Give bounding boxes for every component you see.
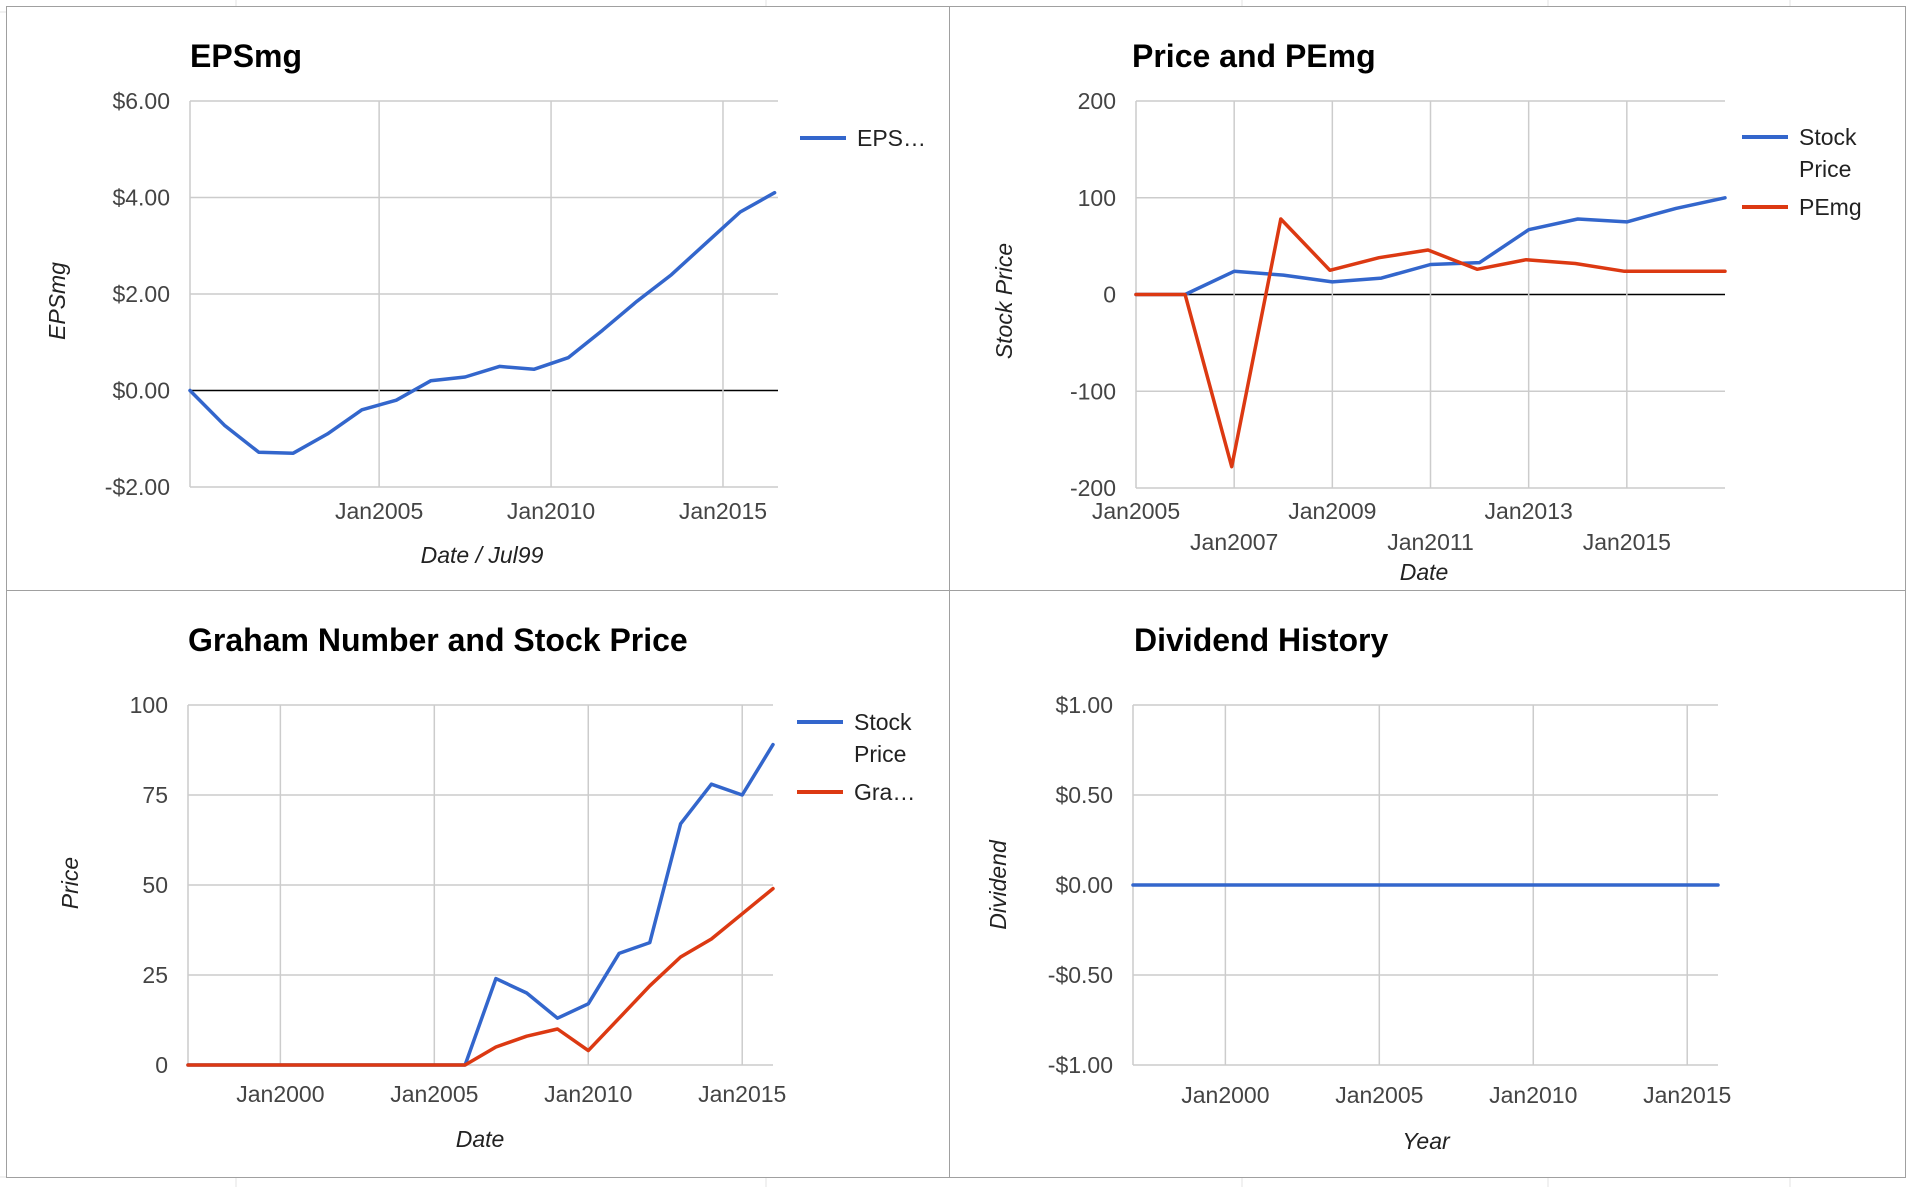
x-axis-title: Date [1400,559,1449,585]
y-tick-label: $2.00 [112,281,170,307]
x-tick-label: Jan2010 [507,498,595,524]
chart-title: Graham Number and Stock Price [188,622,688,658]
series-line-pemg [1134,217,1727,469]
y-tick-label: -$1.00 [1048,1052,1113,1078]
x-axis-title: Date / Jul99 [421,542,544,568]
y-tick-label: -$2.00 [105,474,170,500]
legend-label: EPS… [857,125,926,151]
x-tick-label: Jan2010 [1489,1082,1577,1108]
legend-label: Stock [1799,124,1857,150]
y-tick-label: 0 [155,1052,168,1078]
y-tick-label: -100 [1070,378,1116,404]
chart-title: EPSmg [190,38,302,74]
y-tick-label: $1.00 [1055,692,1113,718]
x-tick-label: Jan2015 [679,498,767,524]
series-line-stock-price [1134,196,1727,297]
series-line-gra [186,886,775,1067]
y-axis-title: Price [57,857,83,909]
legend-label: Price [1799,156,1851,182]
chart-title: Price and PEmg [1132,38,1376,74]
x-tick-label: Jan2010 [544,1081,632,1107]
x-tick-label: Jan2011 [1387,529,1474,555]
y-tick-label: -$0.50 [1048,962,1113,988]
x-tick-label: Jan2005 [1092,498,1180,524]
x-tick-label: Jan2013 [1485,498,1573,524]
legend-label: Price [854,741,906,767]
legend-label: Stock [854,709,912,735]
x-tick-label: Jan2005 [390,1081,478,1107]
series-line-eps [188,190,777,455]
x-axis-title: Year [1402,1128,1451,1154]
x-tick-label: Jan2015 [698,1081,786,1107]
y-tick-label: 75 [142,782,168,808]
y-tick-label: $4.00 [112,185,170,211]
legend-label: Gra… [854,779,915,805]
x-axis-title: Date [456,1126,505,1152]
x-tick-label: Jan2015 [1583,529,1671,555]
x-tick-label: Jan2007 [1190,529,1278,555]
y-tick-label: 25 [142,962,168,988]
x-tick-label: Jan2009 [1288,498,1376,524]
dividend-chart-panel: Dividend History $1.00 $0.50 $0.00 -$0.50 -$… [949,590,1906,1178]
y-tick-label: 200 [1078,88,1116,114]
dividend-chart: Dividend History $1.00 $0.50 $0.00 -$0.50 -$… [985,622,1731,1154]
y-axis-title: Dividend [985,839,1011,930]
y-axis-title: Stock Price [991,243,1017,359]
chart-title: Dividend History [1134,622,1388,658]
eps-chart: EPSmg $6.00 $4.00 $2.00 $0.00 -$2.00 Jan2005… [44,38,926,568]
y-tick-label: $0.00 [1055,872,1113,898]
series-line-stock-price [186,742,775,1067]
x-tick-label: Jan2015 [1643,1082,1731,1108]
price-pe-chart-panel: Price and PEmg 200 100 0 -100 -200 Jan2005 Ja… [949,6,1906,591]
y-tick-label: 50 [142,872,168,898]
x-tick-label: Jan2000 [1181,1082,1269,1108]
eps-chart-panel: EPSmg $6.00 $4.00 $2.00 $0.00 -$2.00 Jan2005… [6,6,950,591]
y-tick-label: -200 [1070,475,1116,501]
y-tick-label: 0 [1103,282,1116,308]
x-tick-label: Jan2005 [1335,1082,1423,1108]
y-axis-title: EPSmg [44,262,70,340]
x-tick-label: Jan2000 [236,1081,324,1107]
price-pe-chart: Price and PEmg 200 100 0 -100 -200 Jan2005 Ja… [991,38,1862,585]
graham-chart: Graham Number and Stock Price 100 75 50 25 0… [57,622,915,1152]
y-tick-label: $0.50 [1055,782,1113,808]
y-tick-label: $0.00 [112,378,170,404]
y-tick-label: 100 [130,692,168,718]
x-tick-label: Jan2005 [335,498,423,524]
legend-label: PEmg [1799,194,1862,220]
y-tick-label: 100 [1078,185,1116,211]
graham-chart-panel: Graham Number and Stock Price 100 75 50 25 0… [6,590,950,1178]
y-tick-label: $6.00 [112,88,170,114]
